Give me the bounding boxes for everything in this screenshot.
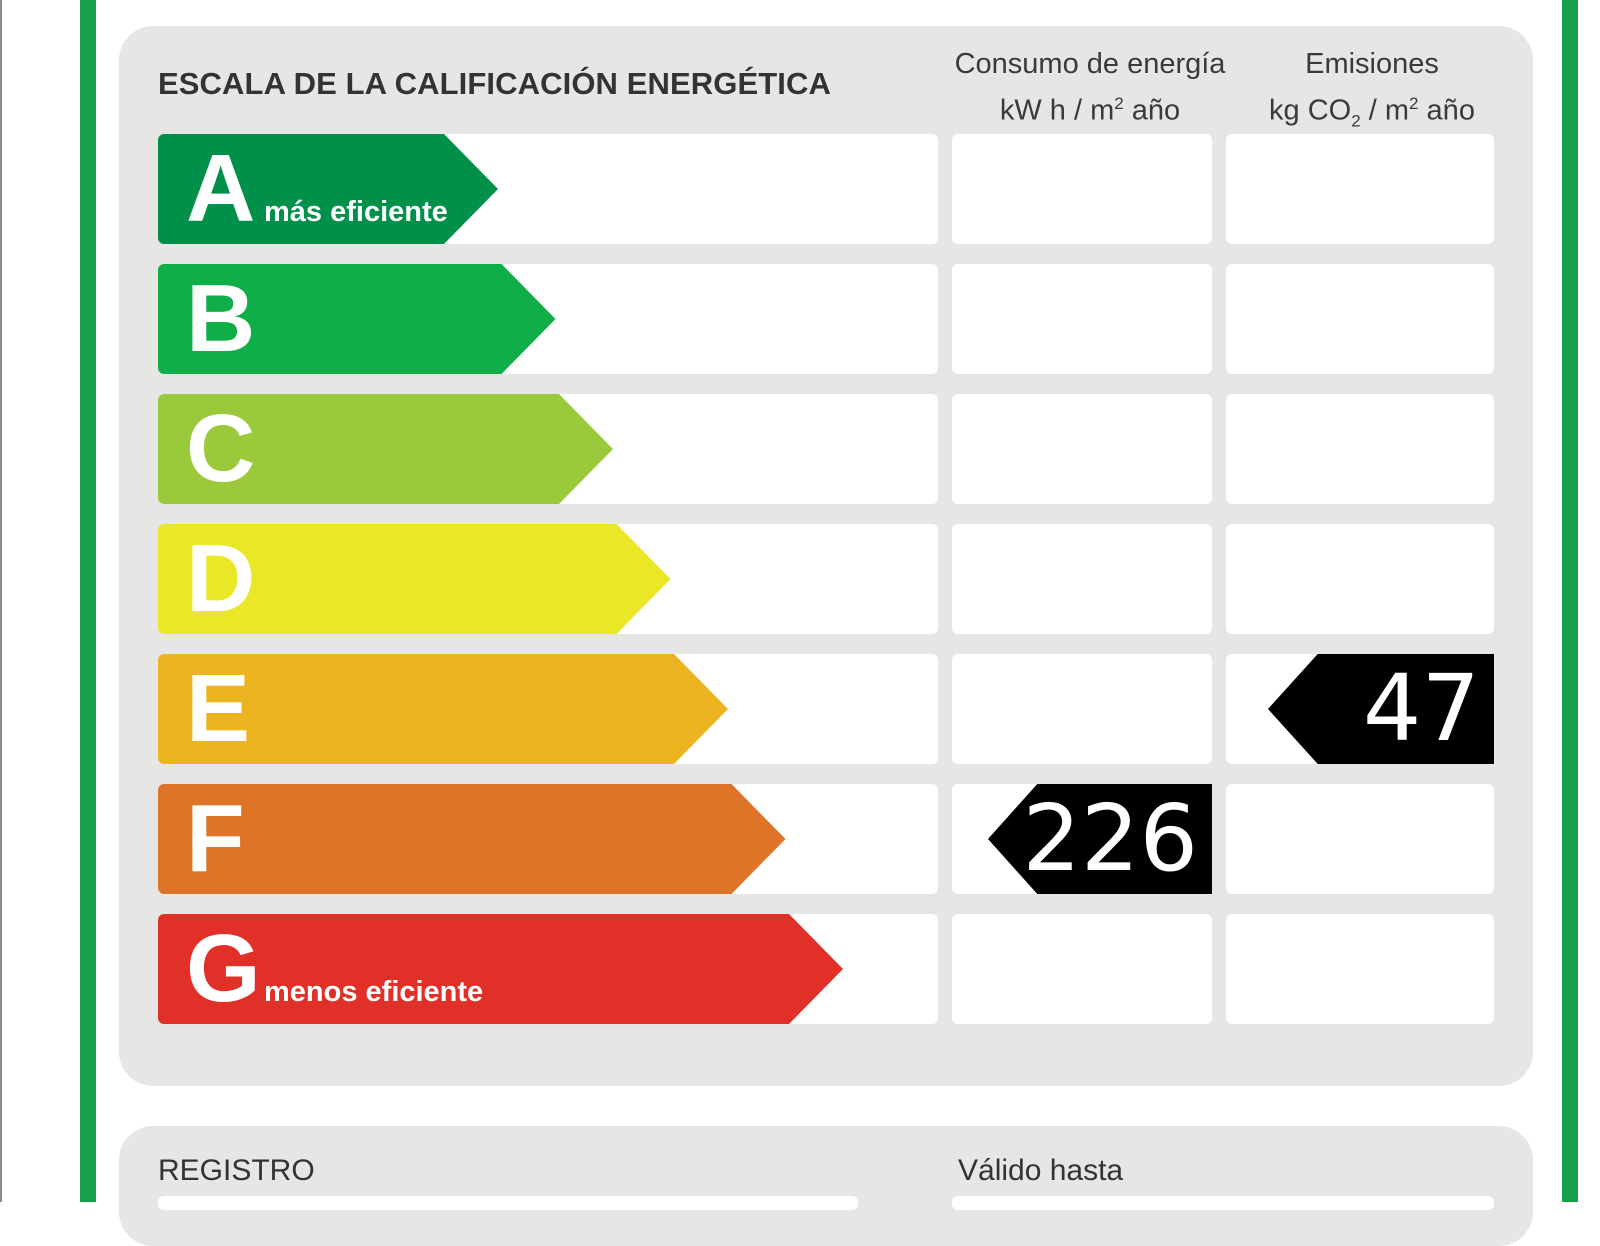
register-panel: [119, 1126, 1533, 1246]
energy-cell: [952, 134, 1212, 244]
emissions-cell: [1226, 264, 1494, 374]
emissions-cell: [1226, 784, 1494, 894]
emissions-cell: [1226, 914, 1494, 1024]
emissions-cell: [1226, 394, 1494, 504]
emissions-column-header: Emisiones kg CO2 / m2 año: [1222, 44, 1522, 141]
energy-cell: [952, 524, 1212, 634]
scale-title: ESCALA DE LA CALIFICACIÓN ENERGÉTICA: [158, 66, 831, 101]
emissions-rating-tag-value: 47: [1362, 655, 1480, 762]
emissions-header-label: Emisiones: [1305, 48, 1439, 80]
energy-header-unit: kW h / m2 año: [999, 94, 1181, 127]
emissions-header-unit: kg CO2 / m2 año: [1269, 94, 1475, 131]
energy-header-label: Consumo de energía: [954, 48, 1226, 80]
rating-band-c: C: [158, 394, 613, 504]
band-letter: B: [186, 265, 256, 372]
band-letter: A: [186, 135, 256, 242]
band-letter: E: [186, 655, 251, 762]
label-border-right: [1562, 0, 1578, 1202]
energy-rating-tag-value: 226: [1022, 785, 1198, 892]
band-subtitle: más eficiente: [264, 196, 448, 228]
band-letter: D: [186, 525, 256, 632]
rating-band-b: B: [158, 264, 556, 374]
energy-column-header: Consumo de energía kW h / m2 año: [940, 44, 1240, 131]
registro-field: [158, 1196, 858, 1210]
energy-cell: [952, 264, 1212, 374]
band-subtitle: menos eficiente: [264, 976, 484, 1008]
rating-band-f: F: [158, 784, 786, 894]
energy-rating-tag: 226: [988, 784, 1212, 894]
valido-hasta-field: [952, 1196, 1494, 1210]
emissions-cell: [1226, 134, 1494, 244]
rating-band-d: D: [158, 524, 671, 634]
band-letter: C: [186, 395, 256, 502]
page-edge: [0, 0, 2, 1202]
emissions-cell: [1226, 524, 1494, 634]
registro-label: REGISTRO: [158, 1154, 315, 1187]
label-border-left: [80, 0, 96, 1202]
valido-hasta-label: Válido hasta: [958, 1154, 1124, 1187]
band-letter: F: [186, 785, 245, 892]
band-letter: G: [186, 915, 261, 1022]
emissions-rating-tag: 47: [1268, 654, 1494, 764]
rating-band-e: E: [158, 654, 728, 764]
energy-cell: [952, 654, 1212, 764]
energy-cell: [952, 394, 1212, 504]
energy-cell: [952, 914, 1212, 1024]
